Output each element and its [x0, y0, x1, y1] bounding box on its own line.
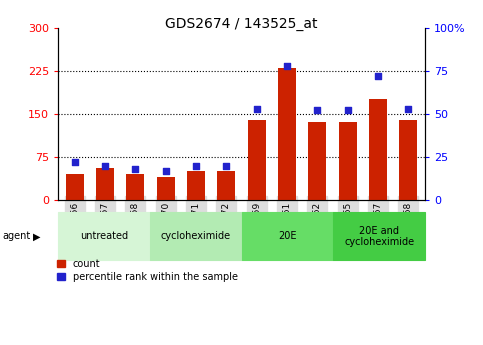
Point — [374, 73, 382, 79]
Bar — [156, 177, 175, 200]
Point — [344, 108, 352, 113]
Text: GDS2674 / 143525_at: GDS2674 / 143525_at — [165, 17, 318, 31]
Text: 20E: 20E — [278, 231, 297, 241]
Bar — [339, 122, 357, 200]
Text: 20E and
cycloheximide: 20E and cycloheximide — [344, 226, 414, 247]
Point — [253, 106, 260, 111]
Text: agent: agent — [2, 231, 30, 241]
Point — [131, 166, 139, 172]
Point — [101, 163, 109, 168]
Legend: count, percentile rank within the sample: count, percentile rank within the sample — [53, 255, 242, 286]
Text: untreated: untreated — [80, 231, 128, 241]
Point — [192, 163, 200, 168]
Bar — [66, 174, 84, 200]
Point — [313, 108, 321, 113]
Point — [223, 163, 230, 168]
Bar — [126, 174, 144, 200]
Bar — [217, 171, 235, 200]
Bar — [399, 120, 417, 200]
Bar — [369, 99, 387, 200]
Point — [162, 168, 170, 174]
Text: cycloheximide: cycloheximide — [160, 231, 231, 241]
Bar — [308, 122, 327, 200]
Bar — [187, 171, 205, 200]
Text: ▶: ▶ — [33, 231, 41, 241]
Point — [283, 63, 291, 68]
Bar — [248, 120, 266, 200]
Bar — [96, 168, 114, 200]
Point — [71, 159, 79, 165]
Bar — [278, 68, 296, 200]
Point — [404, 106, 412, 111]
